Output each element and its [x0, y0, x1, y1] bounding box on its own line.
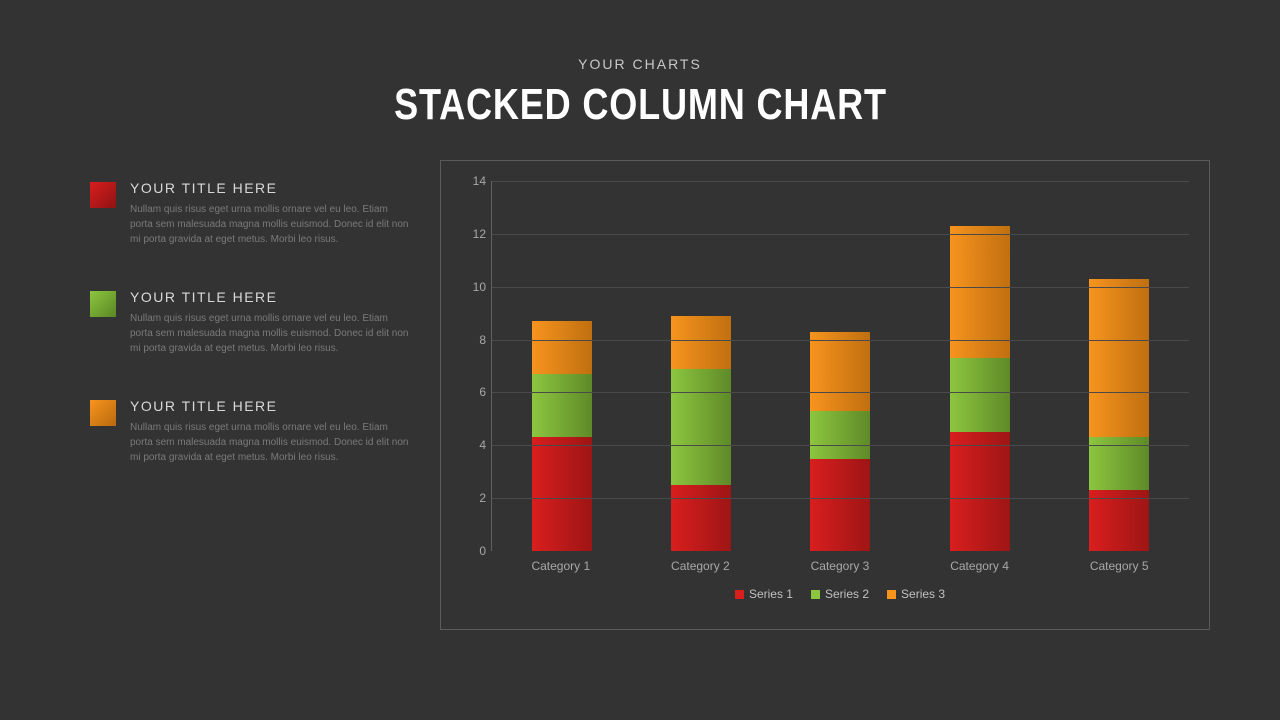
x-tick-label: Category 1 — [491, 559, 631, 573]
legend-label: Series 2 — [825, 587, 869, 601]
legend-label: Series 3 — [901, 587, 945, 601]
stacked-bar — [671, 316, 731, 551]
legend-label: Series 1 — [749, 587, 793, 601]
gridline — [492, 392, 1189, 393]
page-title: STACKED COLUMN CHART — [394, 80, 887, 130]
bar-segment — [1089, 490, 1149, 551]
y-tick-label: 12 — [462, 227, 486, 241]
gridline — [492, 498, 1189, 499]
color-swatch — [90, 400, 116, 426]
legend-body: Nullam quis risus eget urna mollis ornar… — [130, 202, 410, 247]
legend-body: Nullam quis risus eget urna mollis ornar… — [130, 420, 410, 465]
stacked-bar — [810, 332, 870, 551]
legend-swatch — [811, 590, 820, 599]
bar-segment — [950, 358, 1010, 432]
bar-group — [492, 321, 631, 551]
bar-group — [771, 332, 910, 551]
series-legend: Series 1 Series 2 Series 3 — [491, 587, 1189, 601]
stacked-bar — [532, 321, 592, 551]
y-tick-label: 4 — [462, 438, 486, 452]
color-swatch — [90, 182, 116, 208]
stacked-bar — [950, 226, 1010, 551]
legend-title: YOUR TITLE HERE — [130, 398, 410, 414]
bar-segment — [671, 316, 731, 369]
bar-segment — [532, 321, 592, 374]
gridline — [492, 234, 1189, 235]
legend-title: YOUR TITLE HERE — [130, 289, 410, 305]
legend-swatch — [735, 590, 744, 599]
bar-group — [631, 316, 770, 551]
bar-segment — [532, 437, 592, 551]
legend-block: YOUR TITLE HERE Nullam quis risus eget ur… — [90, 398, 410, 465]
bar-segment — [810, 332, 870, 411]
color-swatch — [90, 291, 116, 317]
legend-item: Series 2 — [811, 587, 869, 601]
gridline — [492, 181, 1189, 182]
x-tick-label: Category 4 — [910, 559, 1050, 573]
page-subtitle: YOUR CHARTS — [0, 56, 1280, 72]
y-tick-label: 0 — [462, 544, 486, 558]
legend-panel: YOUR TITLE HERE Nullam quis risus eget ur… — [90, 160, 410, 630]
gridline — [492, 445, 1189, 446]
plot-area: 02468101214 — [491, 181, 1189, 551]
y-tick-label: 6 — [462, 385, 486, 399]
x-tick-label: Category 2 — [631, 559, 771, 573]
y-tick-label: 10 — [462, 280, 486, 294]
bar-segment — [950, 226, 1010, 358]
stacked-bar — [1089, 279, 1149, 551]
gridline — [492, 287, 1189, 288]
x-tick-label: Category 5 — [1049, 559, 1189, 573]
legend-swatch — [887, 590, 896, 599]
bar-segment — [810, 459, 870, 552]
x-tick-label: Category 3 — [770, 559, 910, 573]
bar-segment — [671, 369, 731, 485]
bar-segment — [810, 411, 870, 459]
y-tick-label: 14 — [462, 174, 486, 188]
bar-segment — [671, 485, 731, 551]
legend-body: Nullam quis risus eget urna mollis ornar… — [130, 311, 410, 356]
gridline — [492, 340, 1189, 341]
legend-item: Series 1 — [735, 587, 793, 601]
legend-item: Series 3 — [887, 587, 945, 601]
bar-segment — [1089, 279, 1149, 438]
legend-block: YOUR TITLE HERE Nullam quis risus eget ur… — [90, 180, 410, 247]
y-tick-label: 8 — [462, 333, 486, 347]
y-tick-label: 2 — [462, 491, 486, 505]
bar-group — [1050, 279, 1189, 551]
bar-segment — [532, 374, 592, 437]
bar-group — [910, 226, 1049, 551]
chart-container: 02468101214 Category 1Category 2Category… — [440, 160, 1210, 630]
legend-block: YOUR TITLE HERE Nullam quis risus eget ur… — [90, 289, 410, 356]
bar-segment — [950, 432, 1010, 551]
legend-title: YOUR TITLE HERE — [130, 180, 410, 196]
